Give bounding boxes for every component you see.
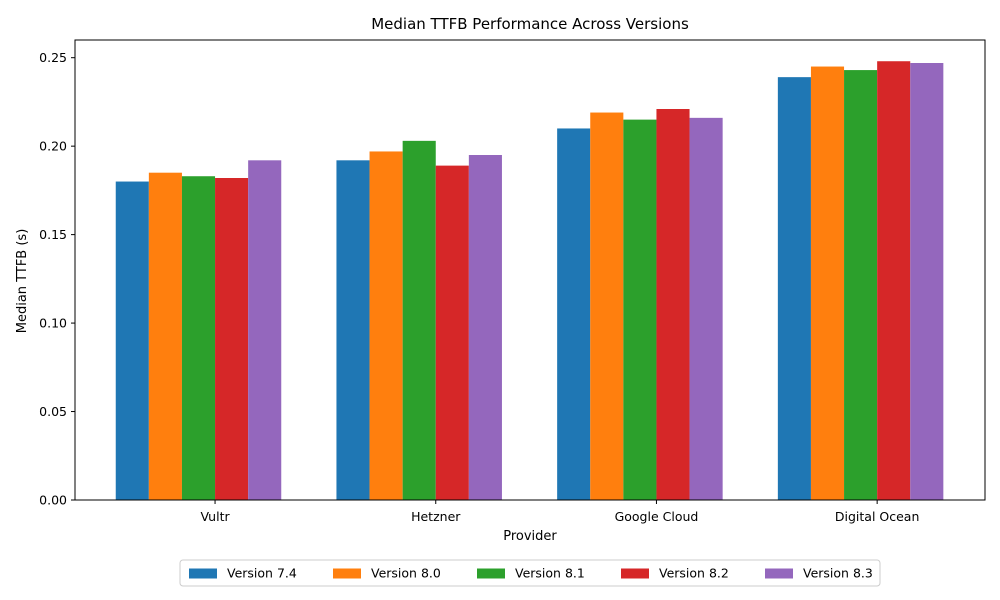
y-tick-label: 0.20: [39, 139, 67, 154]
bars-group: [115, 61, 944, 501]
legend-label: Version 8.3: [803, 566, 873, 581]
bar-version-7-4-google-cloud: [557, 128, 591, 500]
legend-label: Version 8.0: [371, 566, 441, 581]
bar-version-8-1-vultr: [181, 176, 216, 501]
y-axis-label: Median TTFB (s): [15, 229, 30, 334]
bar-version-8-0-vultr: [148, 172, 182, 500]
chart-title: Median TTFB Performance Across Versions: [371, 15, 689, 33]
x-tick-label: Vultr: [200, 509, 230, 524]
y-tick-label: 0.25: [39, 50, 67, 65]
bar-version-7-4-vultr: [115, 181, 149, 501]
bar-version-8-0-digital-ocean: [810, 66, 845, 500]
bar-version-8-3-google-cloud: [689, 117, 723, 500]
bar-version-7-4-hetzner: [336, 160, 370, 500]
legend-swatch: [477, 568, 505, 579]
plot-frame: [74, 39, 986, 501]
legend-swatch: [621, 568, 649, 579]
bar-version-8-2-vultr: [215, 178, 249, 500]
y-tick-label: 0.15: [39, 227, 67, 242]
y-tick-label: 0.10: [39, 316, 67, 331]
bar-version-8-2-digital-ocean: [877, 61, 911, 500]
legend: Version 7.4 Version 8.0 Version 8.1 Version…: [179, 559, 881, 587]
legend-swatch: [189, 568, 217, 579]
bar-version-8-0-google-cloud: [590, 112, 624, 500]
bar-version-8-2-google-cloud: [656, 109, 690, 500]
bar-version-8-3-vultr: [248, 160, 282, 500]
y-tick-label: 0.00: [39, 493, 67, 508]
bar-version-8-1-hetzner: [402, 140, 436, 500]
bar-version-7-4-digital-ocean: [777, 77, 811, 501]
legend-swatch: [765, 568, 793, 579]
legend-label: Version 7.4: [227, 566, 297, 581]
bar-version-8-0-hetzner: [369, 151, 403, 500]
bar-version-8-2-hetzner: [435, 165, 469, 500]
y-axis: 0.00 0.05 0.10 0.15 0.20 0.25: [39, 50, 75, 508]
x-tick-label: Digital Ocean: [835, 509, 920, 524]
bar-version-8-1-google-cloud: [623, 119, 657, 501]
bar-version-8-3-digital-ocean: [910, 63, 944, 500]
y-tick-label: 0.05: [39, 404, 67, 419]
bar-version-8-3-hetzner: [468, 155, 502, 500]
x-tick-label: Google Cloud: [615, 509, 699, 524]
legend-label: Version 8.1: [515, 566, 585, 581]
bar-version-8-1-digital-ocean: [844, 70, 878, 500]
legend-label: Version 8.2: [659, 566, 729, 581]
legend-swatch: [333, 568, 361, 579]
x-axis: Vultr Hetzner Google Cloud Digital Ocean: [200, 500, 919, 524]
x-tick-label: Hetzner: [411, 509, 461, 524]
legend-box: [179, 559, 881, 587]
x-axis-label: Provider: [503, 529, 557, 544]
